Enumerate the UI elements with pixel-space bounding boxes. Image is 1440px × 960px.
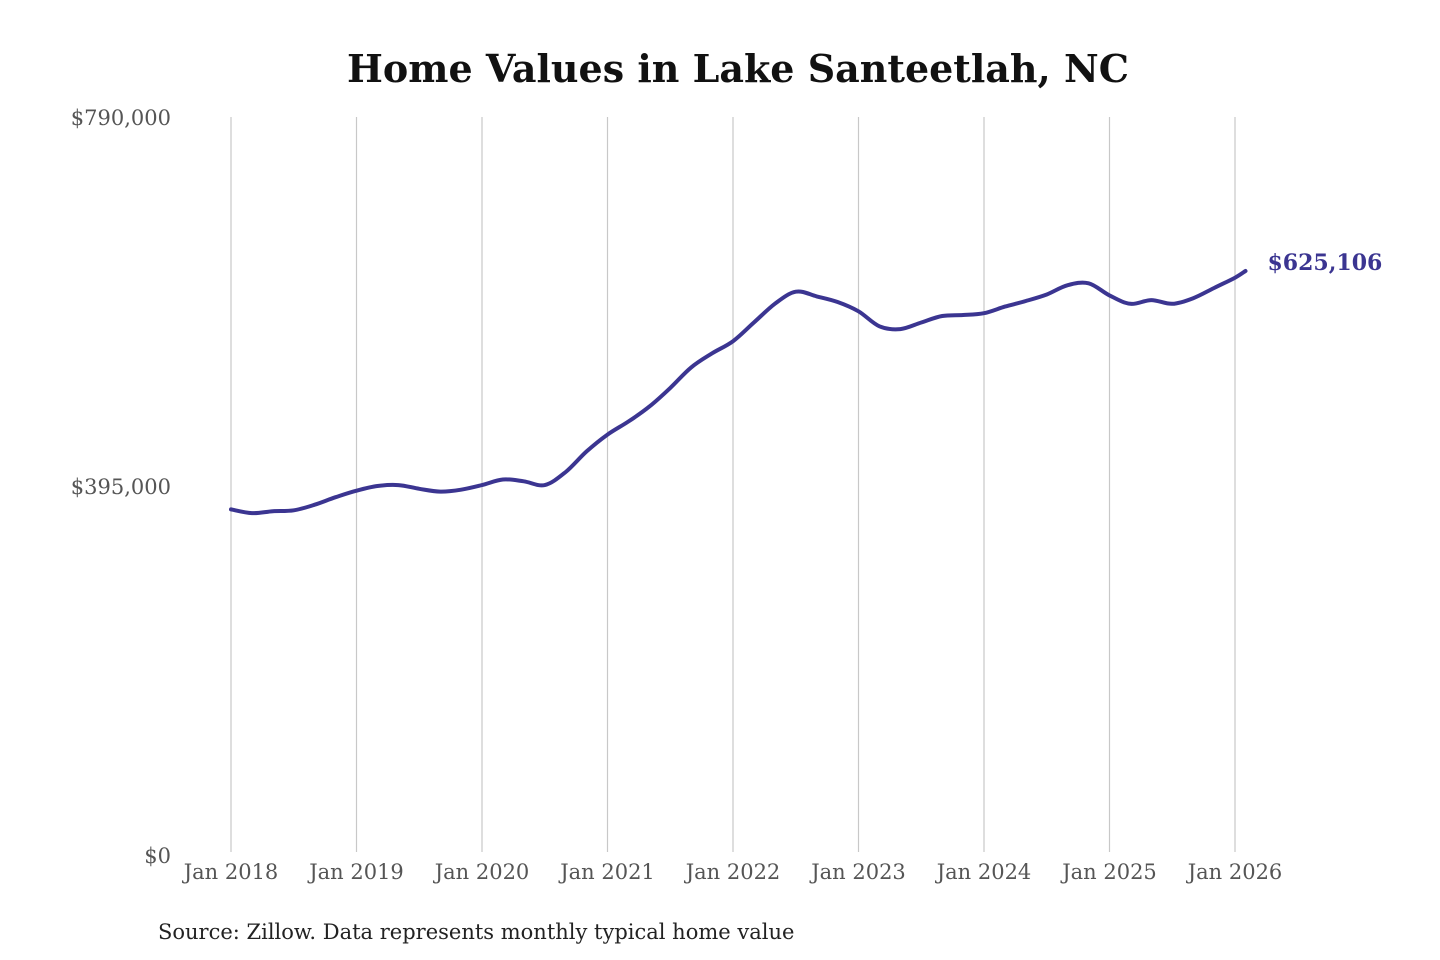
- x-tick-label: Jan 2019: [307, 860, 404, 884]
- y-axis-tick-labels: $0 $395,000 $790,000: [71, 106, 171, 868]
- latest-value-label: $625,106: [1268, 250, 1383, 276]
- x-tick-label: Jan 2024: [935, 860, 1032, 884]
- x-tick-label: Jan 2018: [182, 860, 279, 884]
- y-tick-label: $790,000: [71, 106, 171, 130]
- x-tick-label: Jan 2020: [433, 860, 530, 884]
- source-note: Source: Zillow. Data represents monthly …: [158, 920, 794, 944]
- x-tick-label: Jan 2021: [558, 860, 655, 884]
- home-value-series-line: [229, 269, 1248, 516]
- y-tick-label: $395,000: [71, 475, 171, 499]
- chart-title: Home Values in Lake Santeetlah, NC: [347, 46, 1129, 91]
- x-tick-label: Jan 2026: [1186, 860, 1283, 884]
- y-tick-label: $0: [144, 844, 171, 868]
- x-tick-label: Jan 2023: [809, 860, 906, 884]
- x-tick-label: Jan 2025: [1060, 860, 1157, 884]
- x-axis-tick-labels: Jan 2018 Jan 2019 Jan 2020 Jan 2021 Jan 2022…: [182, 860, 1283, 884]
- vertical-gridlines: [230, 117, 1236, 852]
- x-tick-label: Jan 2022: [684, 860, 781, 884]
